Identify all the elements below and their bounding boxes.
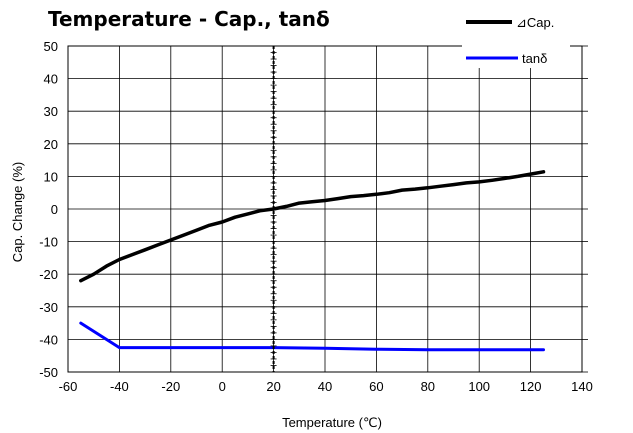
- x-tick-label: 60: [369, 379, 383, 394]
- legend: ⊿Cap. tanδ: [462, 10, 570, 68]
- y-tick-label: 10: [44, 169, 58, 184]
- x-tick-label: 140: [571, 379, 593, 394]
- series-line-tand: [79, 321, 545, 352]
- x-tick-label: 40: [318, 379, 332, 394]
- x-tick-label: 0: [219, 379, 226, 394]
- y-tick-label: 0: [51, 202, 58, 217]
- y-tick-label: 40: [44, 72, 58, 87]
- series-line-cap: [79, 170, 546, 283]
- legend-label-tand: tanδ: [522, 51, 547, 66]
- y-tick-label: 20: [44, 137, 58, 152]
- y-tick-label: 50: [44, 39, 58, 54]
- x-tick-label: 20: [266, 379, 280, 394]
- y-tick-label: -20: [39, 267, 58, 282]
- y-tick-label: 30: [44, 104, 58, 119]
- legend-label-cap: ⊿Cap.: [516, 15, 554, 30]
- x-tick-label: 120: [520, 379, 542, 394]
- x-tick-label: -20: [161, 379, 180, 394]
- y-tick-label: -50: [39, 365, 58, 380]
- reference-line-20c: [270, 45, 277, 373]
- tick-layer: -60 -40 -20 0 20 40 60 80 100 120 14050403020100-1…: [39, 39, 593, 394]
- x-tick-label: 100: [468, 379, 490, 394]
- x-tick-label: -60: [59, 379, 78, 394]
- chart-title: Temperature - Cap., tanδ: [48, 7, 330, 31]
- series-layer: [79, 170, 546, 352]
- y-tick-label: -40: [39, 332, 58, 347]
- x-tick-label: -40: [110, 379, 129, 394]
- y-axis-label: Cap. Change (%): [10, 162, 25, 262]
- x-axis-label: Temperature (℃): [282, 415, 382, 430]
- y-tick-label: -10: [39, 235, 58, 250]
- plot-frame: [67, 45, 583, 373]
- x-tick-label: 80: [421, 379, 435, 394]
- y-tick-label: -30: [39, 300, 58, 315]
- grid: [67, 45, 583, 373]
